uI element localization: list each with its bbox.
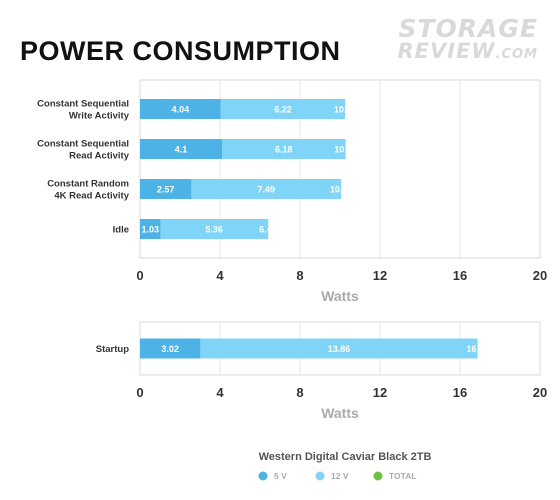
- category-label: Constant Sequential Write Activity: [37, 99, 130, 122]
- chart-panel-workloads: 0 4 8 12 16 20 Watts Constant Sequential Write A…: [37, 79, 547, 304]
- legend-item: 5 V: [258, 471, 287, 481]
- data-label: 6.22: [274, 105, 292, 115]
- data-label: 16.88: [466, 344, 489, 354]
- storagereview-logo: STORAGE REVIEW.COM: [397, 14, 538, 66]
- bar-12-v: [222, 139, 346, 159]
- category-label: Constant Random 4K Read Activity: [47, 179, 130, 202]
- data-label: 1.03: [142, 225, 160, 235]
- data-label: 10.06: [330, 185, 353, 195]
- legend-item: 12 V: [315, 471, 349, 481]
- x-tick-label: 8: [296, 268, 303, 283]
- legend-swatch: [258, 471, 268, 481]
- category-label: Startup: [96, 344, 129, 355]
- bar-5-v: [140, 99, 221, 119]
- data-label: 13.86: [328, 344, 351, 354]
- bar-5-v: [140, 179, 192, 199]
- bar-12-v: [160, 219, 268, 239]
- logo-line-2-text: REVIEW: [397, 39, 496, 63]
- x-tick-label: 20: [533, 385, 547, 400]
- x-axis-label: Watts: [321, 288, 359, 304]
- x-axis-label: Watts: [321, 405, 359, 421]
- data-label: 5.36: [205, 225, 223, 235]
- x-tick-label: 8: [296, 385, 303, 400]
- data-label: 6.18: [275, 145, 293, 155]
- bar-5-v: [140, 338, 201, 359]
- data-label: 3.02: [161, 344, 179, 354]
- bar-12-v: [191, 179, 342, 199]
- legend-swatch: [373, 471, 383, 481]
- x-tick-label: 4: [216, 385, 224, 400]
- logo-line-2: REVIEW.COM: [397, 40, 538, 66]
- logo-line-1: STORAGE: [398, 14, 538, 43]
- legend-title: Western Digital Caviar Black 2TB: [259, 451, 432, 463]
- legend-label: TOTAL: [389, 471, 417, 481]
- x-tick-label: 0: [136, 385, 143, 400]
- legend-label: 12 V: [331, 471, 349, 481]
- bar-5-v: [140, 139, 222, 159]
- chart-title: POWER CONSUMPTION: [20, 36, 341, 66]
- bar-5-v: [140, 219, 161, 239]
- legend-item: TOTAL: [373, 471, 417, 481]
- bar-12-v: [200, 338, 478, 359]
- data-label: 4.04: [172, 105, 190, 115]
- data-label: 10.26: [334, 105, 357, 115]
- data-label: 10.28: [334, 145, 357, 155]
- legend-swatch: [315, 471, 325, 481]
- chart-panel-startup: 0 4 8 12 16 20 Watts Startup 3.02 13.86 16.88: [96, 321, 547, 421]
- category-label: Constant Sequential Read Activity: [37, 139, 130, 162]
- x-tick-label: 16: [453, 385, 467, 400]
- data-label: 7.49: [258, 185, 276, 195]
- x-tick-label: 16: [453, 268, 467, 283]
- data-label: 4.1: [175, 145, 188, 155]
- x-tick-label: 12: [373, 385, 387, 400]
- x-tick-label: 12: [373, 268, 387, 283]
- logo-line-3: .COM: [495, 47, 538, 62]
- legend-label: 5 V: [274, 471, 287, 481]
- data-label: 2.57: [157, 185, 175, 195]
- x-tick-label: 4: [216, 268, 224, 283]
- data-label: 6.41: [259, 225, 277, 235]
- legend: Western Digital Caviar Black 2TB 5 V 12 V…: [258, 451, 432, 481]
- category-label: Idle: [113, 225, 129, 236]
- x-tick-label: 0: [136, 268, 143, 283]
- x-tick-label: 20: [533, 268, 547, 283]
- bar-12-v: [220, 99, 346, 119]
